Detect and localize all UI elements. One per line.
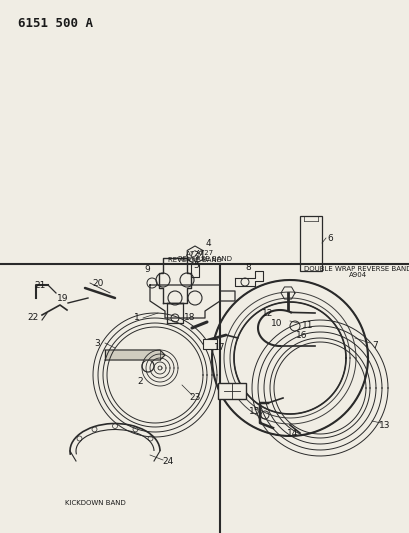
Text: DOUBLE WRAP REVERSE BAND: DOUBLE WRAP REVERSE BAND <box>303 266 409 272</box>
Text: 14: 14 <box>287 429 298 438</box>
Text: 19: 19 <box>57 294 69 303</box>
Text: 16: 16 <box>296 330 307 340</box>
Text: 20: 20 <box>92 279 103 287</box>
Text: 21: 21 <box>34 280 45 289</box>
Text: 7: 7 <box>371 342 377 351</box>
Text: 10: 10 <box>271 319 282 327</box>
FancyBboxPatch shape <box>218 384 245 400</box>
Text: 17: 17 <box>214 343 225 352</box>
Text: A727: A727 <box>196 250 213 256</box>
Text: 2: 2 <box>137 376 142 385</box>
Text: 3: 3 <box>94 338 100 348</box>
Text: 4: 4 <box>204 238 210 247</box>
Text: A904: A904 <box>348 272 366 278</box>
Text: 9: 9 <box>144 264 150 273</box>
Text: 15: 15 <box>249 407 260 416</box>
Text: 6: 6 <box>326 233 332 243</box>
Text: 13: 13 <box>378 421 390 430</box>
Text: 22: 22 <box>27 313 38 322</box>
Polygon shape <box>105 350 164 360</box>
Text: 18: 18 <box>184 312 195 321</box>
Text: 11: 11 <box>301 320 313 329</box>
Text: KICKDOWN BAND: KICKDOWN BAND <box>65 500 125 506</box>
Text: 6151 500 A: 6151 500 A <box>18 17 93 29</box>
Text: 5: 5 <box>193 261 198 270</box>
FancyBboxPatch shape <box>202 339 216 349</box>
Text: 8: 8 <box>245 262 250 271</box>
Text: 23: 23 <box>189 393 200 402</box>
Text: REVERSE BAND: REVERSE BAND <box>168 257 221 263</box>
Text: 24: 24 <box>162 456 173 465</box>
Text: A727: A727 <box>186 251 204 257</box>
Text: REVERSE BAND: REVERSE BAND <box>178 256 231 262</box>
FancyBboxPatch shape <box>299 216 321 271</box>
Text: 12: 12 <box>262 309 273 318</box>
Text: 1: 1 <box>134 313 139 322</box>
